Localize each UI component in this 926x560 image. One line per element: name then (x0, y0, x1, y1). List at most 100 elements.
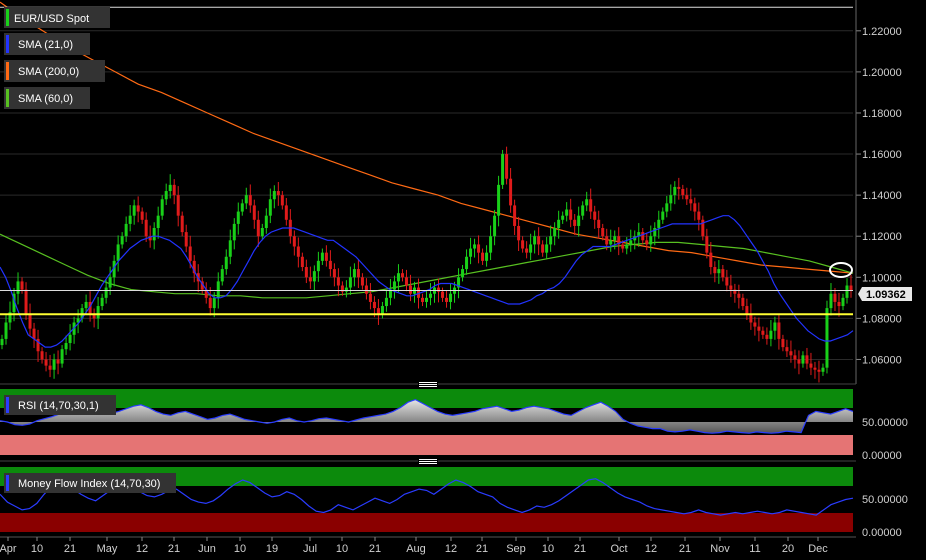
x-tick-label: Sep (506, 543, 526, 555)
legend[interactable]: EUR/USD Spot SMA (21,0) SMA (200,0) SMA … (4, 7, 110, 109)
candle-body (44, 359, 48, 366)
y-tick-label: 1.06000 (862, 354, 902, 366)
candle-body (360, 277, 364, 286)
candle-body (148, 236, 152, 241)
candle-body (525, 248, 529, 253)
mfi-resize-handle[interactable] (418, 458, 438, 464)
candle-body (681, 188, 685, 196)
candle-body (805, 355, 809, 364)
candle-body (725, 277, 729, 286)
candle-body (84, 301, 88, 309)
candle-body (625, 244, 629, 249)
main-grid (0, 30, 853, 360)
legend-sma60[interactable]: SMA (60,0) (4, 87, 90, 109)
candle-body (168, 184, 172, 192)
candle-body (781, 338, 785, 348)
candle-body (689, 199, 693, 204)
candle-body (144, 219, 148, 237)
candle-body (40, 351, 44, 360)
candle-body (28, 314, 32, 329)
candle-body (160, 199, 164, 216)
candle-body (429, 293, 433, 298)
candle-body (769, 330, 773, 339)
candle-body (296, 246, 300, 257)
x-tick-label: 21 (64, 543, 76, 555)
candle-body (244, 195, 248, 204)
candle-body (713, 267, 717, 274)
rsi-label: RSI (14,70,30,1) (18, 400, 99, 412)
x-tick-label: 10 (234, 543, 246, 555)
candle-body (340, 285, 344, 292)
main-price-pane[interactable] (0, 1, 854, 383)
candle-body (16, 281, 20, 294)
candle-body (92, 314, 96, 319)
candle-body (76, 318, 80, 323)
candle-body (833, 293, 837, 302)
mfi-pane[interactable]: Money Flow Index (14,70,30) 50.00000 0.0… (0, 467, 908, 539)
candle-body (745, 306, 749, 315)
candle-body (829, 293, 833, 309)
candle-body (404, 277, 408, 286)
candle-body (376, 308, 380, 315)
candle-body (501, 154, 505, 185)
candle-body (425, 297, 428, 302)
x-tick-label: 21 (369, 543, 381, 555)
legend-price[interactable]: EUR/USD Spot (4, 7, 110, 28)
time-axis[interactable]: Apr 10 21 May 12 21 Jun 10 19 Jul 10 21 Aug 12 21 Sep 10… (0, 537, 828, 555)
candle-body (332, 269, 336, 278)
candle-body (20, 281, 24, 290)
candle-body (733, 289, 737, 294)
rsi-area (0, 398, 854, 434)
candle-body (697, 211, 701, 220)
candle-body (761, 330, 765, 335)
legend-sma200-label: SMA (200,0) (18, 66, 79, 78)
candle-body (344, 287, 348, 292)
y-tick-label: 1.14000 (862, 190, 902, 202)
candle-body (124, 223, 128, 237)
candle-body (108, 277, 112, 288)
candle-body (553, 228, 557, 237)
candle-body (465, 256, 469, 270)
candle-body (316, 260, 320, 272)
candle-body (356, 269, 360, 278)
x-tick-label: 20 (782, 543, 794, 555)
candle-body (36, 338, 40, 352)
candle-body (461, 269, 465, 278)
rsi-resize-handle[interactable] (418, 381, 438, 387)
candle-body (60, 349, 64, 364)
candle-body (188, 246, 192, 261)
candle-body (641, 232, 645, 241)
x-tick-label: 10 (336, 543, 348, 555)
x-tick-label: 10 (31, 543, 43, 555)
candle-body (308, 277, 312, 282)
candle-body (248, 195, 252, 206)
candle-body (741, 297, 745, 307)
candle-body (777, 322, 781, 339)
mfi-overbought-zone (0, 467, 853, 486)
candle-body (597, 219, 601, 228)
candle-body (380, 306, 384, 315)
candle-body (617, 236, 621, 245)
candle-body (717, 269, 721, 274)
candle-body (653, 228, 657, 237)
x-tick-label: 12 (645, 543, 657, 555)
candle-body (140, 211, 144, 220)
candle-body (156, 215, 160, 228)
candle-body (493, 215, 497, 237)
rsi-path (0, 398, 854, 434)
price-axis[interactable]: 1.22000 1.20000 1.18000 1.16000 1.14000 1.120… (855, 0, 902, 384)
candle-body (521, 240, 525, 249)
candle-body (809, 363, 813, 368)
candle-body (48, 365, 52, 370)
candle-body (545, 244, 549, 253)
candle-body (637, 232, 641, 237)
rsi-pane[interactable]: RSI (14,70,30,1) 50.00000 0.00000 (0, 389, 908, 462)
candle-body (64, 343, 68, 350)
candle-body (88, 301, 92, 315)
legend-sma200[interactable]: SMA (200,0) (4, 60, 105, 82)
candle-body (204, 289, 208, 298)
legend-sma21[interactable]: SMA (21,0) (4, 33, 90, 55)
x-tick-label: Nov (710, 543, 730, 555)
x-tick-label: 19 (266, 543, 278, 555)
